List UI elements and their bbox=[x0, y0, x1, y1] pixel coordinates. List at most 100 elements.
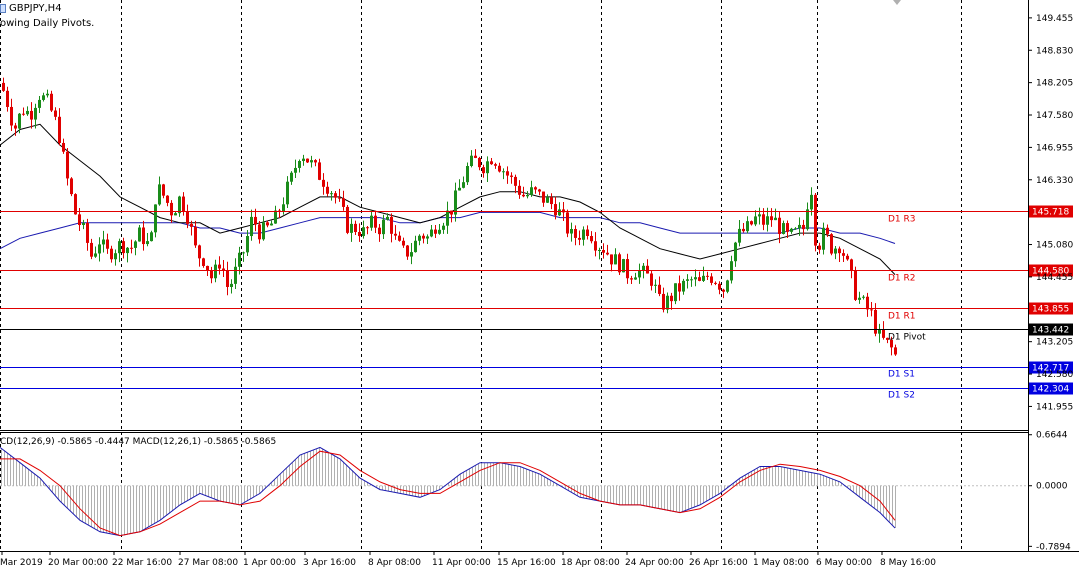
candle-body bbox=[114, 253, 117, 260]
candle-body bbox=[314, 160, 317, 163]
candle-body bbox=[198, 245, 201, 259]
candle-body bbox=[70, 178, 73, 195]
macd-tick-label: 0.6644 bbox=[1036, 431, 1068, 441]
candle-body bbox=[690, 279, 693, 281]
pivot-label: D1 R2 bbox=[888, 274, 916, 284]
candle-body bbox=[302, 158, 305, 162]
candle-body bbox=[778, 217, 781, 234]
candle-body bbox=[174, 213, 177, 216]
candle-body bbox=[810, 194, 813, 210]
candle-body bbox=[126, 247, 129, 254]
candle-body bbox=[262, 222, 265, 240]
symbol-label: GBPJPY,H4 bbox=[9, 3, 62, 14]
candle-body bbox=[202, 258, 205, 266]
candle-body bbox=[854, 270, 857, 300]
price-tick-label: 142.580 bbox=[1036, 370, 1073, 380]
candle-body bbox=[38, 99, 41, 108]
candle-body bbox=[58, 116, 61, 143]
time-axis: Mar 2019 20 Mar 00:00 22 Mar 16:00 27 Mar 0… bbox=[0, 551, 936, 568]
candle-body bbox=[566, 212, 569, 234]
candle-body bbox=[658, 284, 661, 294]
candle-body bbox=[254, 216, 257, 225]
candle-body bbox=[246, 236, 249, 253]
candle-body bbox=[118, 241, 121, 254]
candle-body bbox=[762, 214, 765, 225]
price-tick-label: 146.955 bbox=[1036, 143, 1073, 153]
pivot-label: D1 Pivot bbox=[888, 333, 926, 343]
candle-body bbox=[686, 279, 689, 281]
candle-body bbox=[382, 219, 385, 235]
candle-body bbox=[362, 227, 365, 237]
candle-body bbox=[190, 223, 193, 227]
time-label: 22 Mar 16:00 bbox=[112, 558, 172, 568]
pivot-label: D1 R1 bbox=[888, 312, 916, 322]
candle-body bbox=[870, 309, 873, 311]
candle-body bbox=[266, 222, 269, 226]
candle-body bbox=[878, 329, 881, 334]
candle-body bbox=[602, 250, 605, 253]
pivot-price-box bbox=[1029, 382, 1073, 395]
candle-body bbox=[446, 210, 449, 226]
pivot-price-label: 143.855 bbox=[1032, 305, 1069, 315]
candle-body bbox=[862, 296, 865, 298]
time-label: 11 Apr 00:00 bbox=[432, 558, 491, 568]
candle-body bbox=[838, 248, 841, 254]
candle-body bbox=[826, 227, 829, 235]
pivot-price-box bbox=[1029, 302, 1073, 315]
candle-body bbox=[806, 209, 809, 230]
candle-body bbox=[466, 166, 469, 183]
candle-body bbox=[546, 197, 549, 203]
candle-body bbox=[294, 167, 297, 173]
candle-body bbox=[102, 239, 105, 245]
candle-body bbox=[614, 254, 617, 265]
candle-body bbox=[186, 211, 189, 224]
candle-body bbox=[530, 187, 533, 195]
pivot-price-label: 144.580 bbox=[1032, 267, 1069, 277]
candle-body bbox=[274, 210, 277, 224]
candle-body bbox=[170, 202, 173, 216]
time-label: 6 May 00:00 bbox=[816, 558, 872, 568]
candle-body bbox=[882, 329, 885, 338]
pivot-price-box bbox=[1029, 361, 1073, 374]
candle-body bbox=[154, 204, 157, 233]
candle-body bbox=[834, 248, 837, 254]
pivot-price-label: 142.304 bbox=[1032, 385, 1069, 395]
candle-body bbox=[766, 216, 769, 225]
candle-body bbox=[182, 196, 185, 212]
candle-body bbox=[894, 347, 897, 355]
candle-body bbox=[714, 282, 717, 284]
candle-body bbox=[338, 197, 341, 199]
candle-body bbox=[462, 182, 465, 188]
candle-body bbox=[758, 214, 761, 217]
candle-body bbox=[594, 241, 597, 251]
candle-body bbox=[94, 253, 97, 257]
candle-body bbox=[90, 242, 93, 257]
candle-body bbox=[218, 264, 221, 269]
candle-body bbox=[330, 193, 333, 195]
candle-body bbox=[230, 283, 233, 287]
candle-body bbox=[798, 224, 801, 229]
candle-body bbox=[54, 110, 57, 117]
candle-body bbox=[698, 277, 701, 281]
time-label: 8 May 16:00 bbox=[880, 558, 936, 568]
time-label: 20 Mar 00:00 bbox=[48, 558, 108, 568]
candle-body bbox=[718, 283, 721, 290]
candle-body bbox=[86, 222, 89, 243]
candle-body bbox=[606, 252, 609, 255]
candle-body bbox=[250, 216, 253, 237]
candle-body bbox=[398, 235, 401, 241]
candle-body bbox=[754, 216, 757, 225]
candle-body bbox=[2, 82, 5, 91]
candle-body bbox=[478, 157, 481, 168]
candle-body bbox=[734, 242, 737, 262]
candle-body bbox=[790, 228, 793, 232]
price-tick-label: 145.080 bbox=[1036, 241, 1073, 251]
candle-body bbox=[222, 268, 225, 271]
time-label: Mar 2019 bbox=[0, 558, 43, 568]
candle-body bbox=[486, 161, 489, 174]
candle-body bbox=[818, 245, 821, 250]
candle-body bbox=[522, 194, 525, 197]
candle-body bbox=[618, 254, 621, 273]
macd-label: CD(12,26,9) -0.5865 -0.4447 MACD(12,26,1… bbox=[0, 437, 276, 447]
candle-body bbox=[130, 247, 133, 249]
